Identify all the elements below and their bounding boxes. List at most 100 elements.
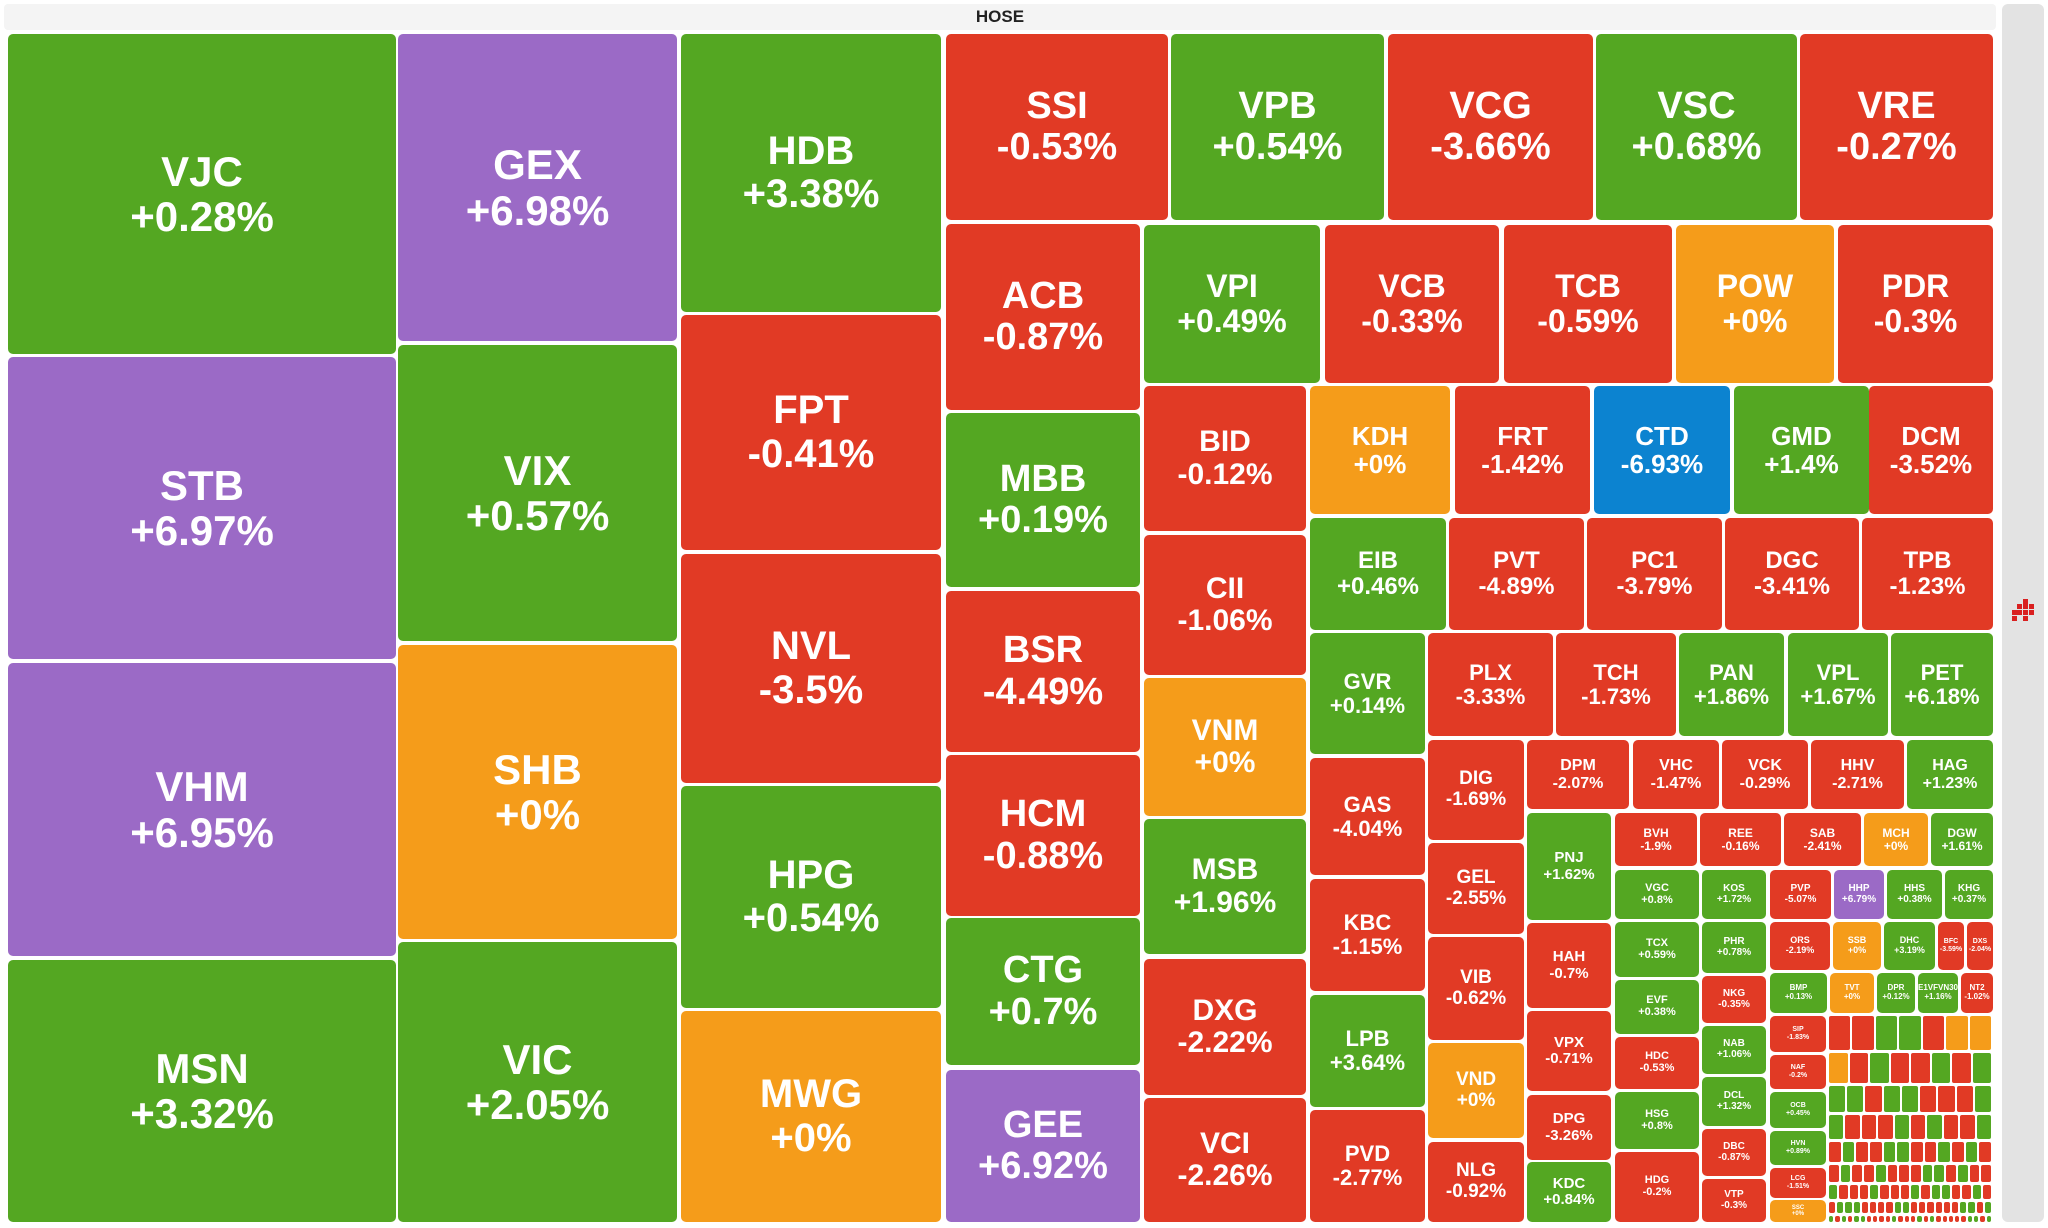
micro-tile[interactable] (1982, 1185, 1991, 1199)
micro-tile[interactable] (1981, 1165, 1991, 1182)
tile-gex[interactable]: GEX +6.98% (398, 34, 677, 341)
tile-dhc[interactable]: DHC +3.19% (1884, 922, 1935, 970)
micro-tile[interactable] (1938, 1086, 1955, 1112)
tile-vib[interactable]: VIB -0.62% (1428, 937, 1524, 1040)
micro-tile[interactable] (1835, 1216, 1840, 1222)
tile-hhs[interactable]: HHS +0.38% (1887, 870, 1942, 919)
micro-tile[interactable] (1919, 1202, 1926, 1213)
tile-sab[interactable]: SAB -2.41% (1784, 813, 1861, 866)
micro-tile[interactable] (1952, 1142, 1964, 1162)
tile-nkg[interactable]: NKG -0.35% (1702, 976, 1766, 1023)
tile-hdc[interactable]: HDC -0.53% (1615, 1037, 1699, 1089)
micro-tile[interactable] (1878, 1202, 1885, 1213)
micro-tile[interactable] (1870, 1142, 1882, 1162)
tile-tch[interactable]: TCH -1.73% (1556, 633, 1676, 736)
tile-bvh[interactable]: BVH -1.9% (1615, 813, 1697, 866)
micro-tile[interactable] (1861, 1115, 1877, 1139)
micro-tile[interactable] (1969, 1016, 1991, 1050)
micro-tile[interactable] (1911, 1115, 1926, 1139)
micro-tile[interactable] (1924, 1142, 1937, 1162)
tile-hpg[interactable]: HPG +0.54% (681, 786, 941, 1008)
micro-tile[interactable] (1962, 1185, 1971, 1199)
tile-vhc[interactable]: VHC -1.47% (1633, 740, 1719, 809)
micro-tile[interactable] (1938, 1142, 1950, 1162)
tile-tcb[interactable]: TCB -0.59% (1504, 225, 1672, 383)
tile-vpl[interactable]: VPL +1.67% (1788, 633, 1888, 736)
micro-tile[interactable] (1852, 1016, 1874, 1050)
micro-tile[interactable] (1894, 1115, 1909, 1139)
tile-vcg[interactable]: VCG -3.66% (1388, 34, 1593, 220)
tile-tpb[interactable]: TPB -1.23% (1862, 518, 1993, 630)
micro-tile[interactable] (1894, 1202, 1901, 1213)
micro-tile[interactable] (1829, 1202, 1836, 1213)
micro-tile[interactable] (1911, 1216, 1916, 1222)
tile-pow[interactable]: POW +0% (1676, 225, 1834, 383)
micro-tile[interactable] (1897, 1142, 1909, 1162)
tile-cii[interactable]: CII -1.06% (1144, 535, 1306, 675)
tile-ssi[interactable]: SSI -0.53% (946, 34, 1168, 220)
micro-tile[interactable] (1974, 1086, 1991, 1112)
micro-tile[interactable] (1957, 1165, 1968, 1182)
tile-khg[interactable]: KHG +0.37% (1945, 870, 1993, 919)
micro-tile[interactable] (1829, 1016, 1851, 1050)
micro-tile[interactable] (1929, 1216, 1935, 1222)
tile-vjc[interactable]: VJC +0.28% (8, 34, 396, 354)
micro-tile[interactable] (1921, 1185, 1930, 1199)
micro-tile[interactable] (1980, 1216, 1985, 1222)
tile-tvt[interactable]: TVT +0% (1830, 973, 1874, 1013)
micro-tile[interactable] (1883, 1086, 1900, 1112)
tile-hdb[interactable]: HDB +3.38% (681, 34, 941, 312)
micro-tile[interactable] (1920, 1086, 1937, 1112)
micro-tile[interactable] (1922, 1016, 1945, 1050)
micro-tile[interactable] (1923, 1216, 1928, 1222)
micro-tile[interactable] (1936, 1216, 1941, 1222)
micro-tile[interactable] (1883, 1142, 1896, 1162)
tile-kdh[interactable]: KDH +0% (1310, 386, 1450, 514)
tile-vix[interactable]: VIX +0.57% (398, 345, 677, 641)
micro-tile[interactable] (1842, 1142, 1855, 1162)
tile-lcg[interactable]: LCG -1.51% (1770, 1168, 1826, 1198)
micro-tile[interactable] (1974, 1216, 1979, 1222)
tile-pan[interactable]: PAN +1.86% (1679, 633, 1784, 736)
micro-tile[interactable] (1840, 1165, 1851, 1182)
tile-nab[interactable]: NAB +1.06% (1702, 1026, 1766, 1074)
tile-hhv[interactable]: HHV -2.71% (1811, 740, 1904, 809)
tile-pc1[interactable]: PC1 -3.79% (1587, 518, 1722, 630)
tile-tcx[interactable]: TCX +0.59% (1615, 922, 1699, 977)
micro-tile[interactable] (1841, 1216, 1846, 1222)
tile-ssb[interactable]: SSB +0% (1833, 922, 1881, 970)
tile-pdr[interactable]: PDR -0.3% (1838, 225, 1993, 383)
tile-mch[interactable]: MCH +0% (1864, 813, 1928, 866)
micro-tile[interactable] (1917, 1216, 1922, 1222)
tile-hvn[interactable]: HVN +0.89% (1770, 1131, 1826, 1165)
tile-dbc[interactable]: DBC -0.87% (1702, 1129, 1766, 1176)
tile-dgw[interactable]: DGW +1.61% (1931, 813, 1993, 866)
tile-dig[interactable]: DIG -1.69% (1428, 740, 1524, 840)
tile-vpi[interactable]: VPI +0.49% (1144, 225, 1320, 383)
micro-tile[interactable] (1847, 1216, 1853, 1222)
micro-tile[interactable] (1911, 1142, 1923, 1162)
micro-tile[interactable] (1911, 1185, 1920, 1199)
micro-tile[interactable] (1946, 1165, 1956, 1182)
tile-sip[interactable]: SIP -1.83% (1770, 1016, 1826, 1052)
tile-shb[interactable]: SHB +0% (398, 645, 677, 939)
micro-tile[interactable] (1875, 1165, 1886, 1182)
micro-tile[interactable] (1866, 1216, 1872, 1222)
micro-tile[interactable] (1931, 1053, 1950, 1083)
tile-dpr[interactable]: DPR +0.12% (1877, 973, 1915, 1013)
micro-tile[interactable] (1837, 1202, 1844, 1213)
tile-gel[interactable]: GEL -2.55% (1428, 843, 1524, 934)
tile-e1vfvn30[interactable]: E1VFVN30 +1.16% (1918, 973, 1958, 1013)
micro-tile[interactable] (1845, 1202, 1852, 1213)
tile-ocb[interactable]: OCB +0.45% (1770, 1092, 1826, 1128)
micro-tile[interactable] (1935, 1202, 1942, 1213)
tile-pvd[interactable]: PVD -2.77% (1310, 1110, 1425, 1222)
tile-dcl[interactable]: DCL +1.32% (1702, 1077, 1766, 1126)
micro-tile[interactable] (1922, 1165, 1933, 1182)
micro-tile[interactable] (1976, 1115, 1991, 1139)
tile-pnj[interactable]: PNJ +1.62% (1527, 813, 1611, 920)
tile-bsr[interactable]: BSR -4.49% (946, 591, 1140, 752)
tile-gee[interactable]: GEE +6.92% (946, 1070, 1140, 1222)
tile-vgc[interactable]: VGC +0.8% (1615, 870, 1699, 919)
micro-tile[interactable] (1899, 1016, 1921, 1050)
